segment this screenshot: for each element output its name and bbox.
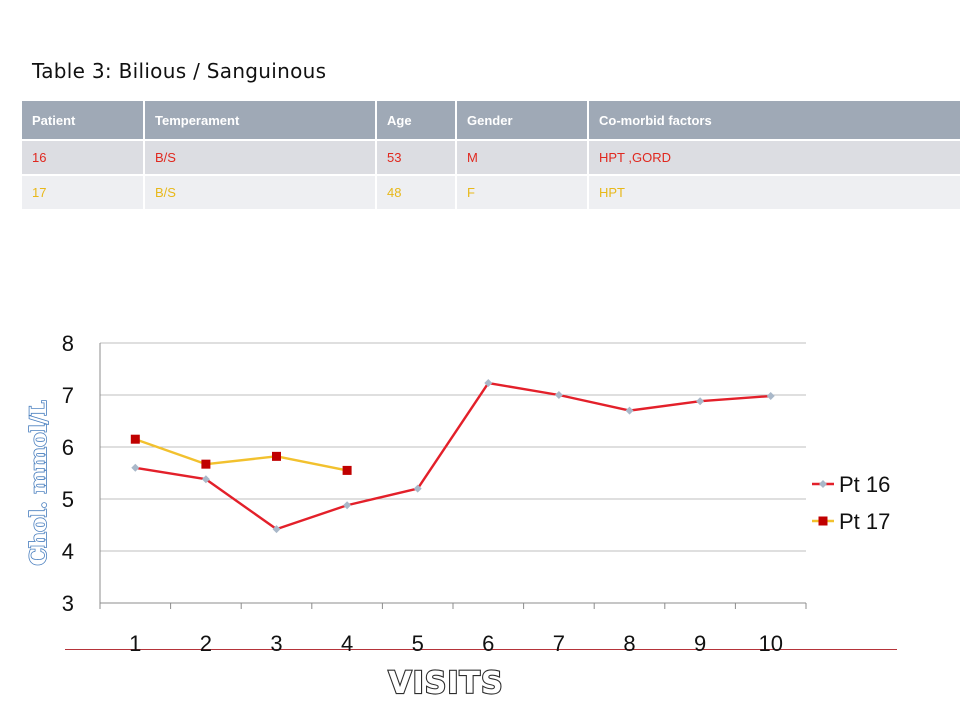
data-point xyxy=(484,379,493,388)
x-tick-label: 5 xyxy=(412,631,424,656)
data-point xyxy=(625,406,634,415)
y-axis-title: Chol. mmol/L xyxy=(26,401,52,566)
x-tick-label: 4 xyxy=(341,631,353,656)
y-tick-label: 4 xyxy=(62,539,74,564)
data-point xyxy=(201,475,210,484)
cholesterol-chart: 3 4 5 6 7 8 1 2 3 4 5 6 7 8 9 10 Pt 16 Pt 17 Chol. mmol/… xyxy=(25,331,890,702)
table-cell: M xyxy=(456,139,589,175)
legend-label: Pt 16 xyxy=(839,472,890,497)
x-tick-label: 1 xyxy=(129,631,141,656)
table-cell: HPT ,GORD xyxy=(588,139,960,175)
legend-label: Pt 17 xyxy=(839,509,890,534)
chart-legend: Pt 16 Pt 17 xyxy=(812,472,890,534)
table-cell: 53 xyxy=(376,139,457,175)
table-cell: B/S xyxy=(144,174,377,209)
data-point xyxy=(696,397,705,406)
table-cell: 17 xyxy=(22,174,145,209)
y-tick-label: 8 xyxy=(62,331,74,356)
data-point xyxy=(342,465,352,475)
column-header-age: Age xyxy=(376,101,457,140)
column-header-patient: Patient xyxy=(22,101,145,140)
series-line-1 xyxy=(134,438,348,472)
x-tick-label: 2 xyxy=(200,631,212,656)
x-tick-label: 10 xyxy=(758,631,782,656)
data-point xyxy=(201,459,211,469)
series-line-0 xyxy=(135,381,771,531)
x-tick-label: 6 xyxy=(482,631,494,656)
chart-axes: 3 4 5 6 7 8 1 2 3 4 5 6 7 8 9 10 xyxy=(62,331,807,656)
data-point xyxy=(413,484,422,493)
table-cell: 48 xyxy=(376,174,457,209)
slide-title: Table 3: Bilious / Sanguinous xyxy=(32,59,327,83)
legend-marker xyxy=(819,480,827,488)
table-header-row: Patient Temperament Age Gender Co-morbid… xyxy=(22,101,960,140)
x-tick-label: 9 xyxy=(694,631,706,656)
data-point xyxy=(272,451,281,461)
divider-line xyxy=(65,649,897,650)
data-point xyxy=(554,391,563,399)
table-row: 17 B/S 48 F HPT xyxy=(22,174,960,209)
y-tick-label: 7 xyxy=(62,383,74,408)
y-tick-label: 3 xyxy=(62,591,74,616)
table-row: 16 B/S 53 M HPT ,GORD xyxy=(22,139,960,175)
chart-series xyxy=(130,379,775,534)
column-header-comorbid: Co-morbid factors xyxy=(588,101,960,140)
y-tick-label: 5 xyxy=(62,487,74,512)
x-axis-title: VISITS xyxy=(388,666,503,701)
column-header-gender: Gender xyxy=(456,101,589,140)
data-table: Patient Temperament Age Gender Co-morbid… xyxy=(22,101,960,209)
y-tick-label: 6 xyxy=(62,435,74,460)
data-point xyxy=(131,463,140,472)
data-point xyxy=(343,501,352,510)
x-tick-label: 3 xyxy=(270,631,282,656)
table-cell: 16 xyxy=(22,139,145,175)
table-cell: B/S xyxy=(144,139,377,175)
data-point xyxy=(766,392,775,401)
data-point xyxy=(130,434,140,444)
column-header-temperament: Temperament xyxy=(144,101,377,140)
x-tick-label: 8 xyxy=(623,631,635,656)
chart-grid xyxy=(100,342,806,604)
legend-marker xyxy=(818,516,828,526)
table-cell: HPT xyxy=(588,174,960,209)
table-cell: F xyxy=(456,174,589,209)
data-point xyxy=(272,525,281,534)
x-tick-label: 7 xyxy=(553,631,565,656)
